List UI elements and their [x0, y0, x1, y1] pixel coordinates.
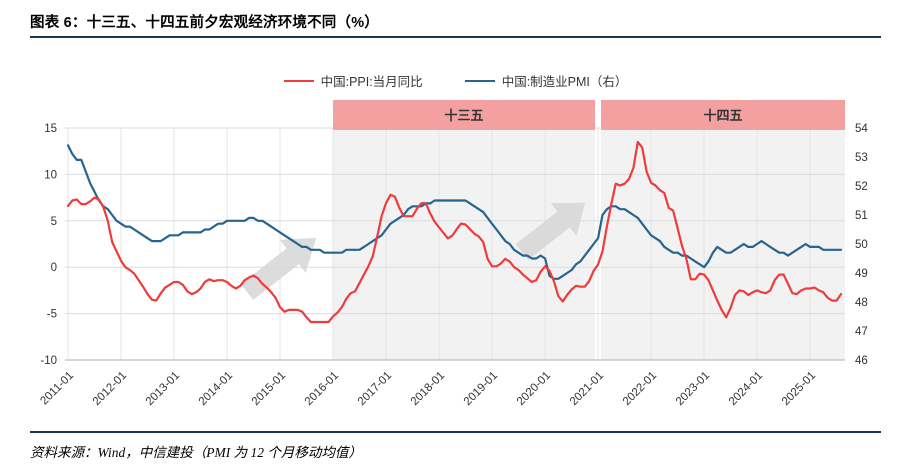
x-axis-tick: 2021-01 — [568, 370, 606, 408]
period-fill-0 — [333, 130, 596, 360]
x-axis-tick: 2019-01 — [462, 370, 500, 408]
up-right-arrow-icon — [240, 237, 317, 300]
period-banner-0 — [333, 100, 596, 130]
period-banners: 十三五 十四五 — [333, 100, 845, 130]
legend-label-ppi: 中国:PPI:当月同比 — [320, 75, 423, 89]
right-axis-tick: 52 — [855, 181, 868, 193]
right-axis-tick: 51 — [855, 210, 868, 222]
right-axis-tick: 48 — [855, 297, 868, 309]
up-right-arrow-icon — [515, 202, 586, 260]
series-lines — [66, 140, 843, 324]
x-axis-tick: 2024-01 — [727, 370, 765, 408]
figure-title: 图表 6：十三五、十四五前夕宏观经济环境不同（%） — [30, 15, 379, 31]
trend-arrows — [240, 202, 586, 300]
period-banner-label-0: 十三五 — [445, 108, 484, 123]
x-axis-tick: 2015-01 — [250, 370, 288, 408]
chart-legend: 中国:PPI:当月同比 中国:制造业PMI（右） — [0, 71, 911, 90]
x-axis-tick: 2017-01 — [356, 370, 394, 408]
right-axis-tick: 47 — [855, 326, 868, 338]
right-axis-tick: 50 — [855, 239, 868, 251]
right-axis-tick: 54 — [855, 123, 868, 135]
title-underline — [30, 36, 881, 38]
red-line-icon — [283, 79, 314, 82]
left-axis-tick: 15 — [44, 123, 57, 135]
right-axis-tick: 46 — [855, 355, 868, 367]
legend-item-pmi: 中国:制造业PMI（右） — [464, 71, 628, 90]
x-axis-tick: 2023-01 — [674, 370, 712, 408]
period-banner-1 — [601, 100, 845, 130]
right-axis-tick: 53 — [855, 152, 868, 164]
blue-line-icon — [464, 79, 495, 82]
right-axis-tick: 49 — [855, 268, 868, 280]
x-axis-tick: 2018-01 — [409, 370, 447, 408]
period-banner-label-1: 十四五 — [704, 108, 743, 123]
legend-label-pmi: 中国:制造业PMI（右） — [501, 75, 628, 89]
x-axis-tick: 2022-01 — [621, 370, 659, 408]
legend-item-ppi: 中国:PPI:当月同比 — [283, 71, 423, 90]
x-axis-tick: 2012-01 — [91, 370, 129, 408]
x-axis-tick: 2020-01 — [515, 370, 553, 408]
left-axis-tick: -5 — [47, 309, 57, 321]
x-axis-tick: 2013-01 — [144, 370, 182, 408]
series-line-0 — [66, 140, 843, 324]
x-axis-tick: 2011-01 — [38, 370, 76, 408]
series-line-1 — [66, 144, 843, 280]
left-axis-tick: 5 — [51, 216, 57, 228]
left-axis-tick: -10 — [40, 355, 57, 367]
x-axis-tick: 2016-01 — [303, 370, 341, 408]
left-axis-tick: 10 — [44, 169, 57, 181]
source-note: 资料来源：Wind，中信建投（PMI 为 12 个月移动均值） — [30, 445, 362, 460]
left-axis-tick: 0 — [51, 262, 57, 274]
x-axis-tick: 2025-01 — [780, 370, 818, 408]
x-axis-tick: 2014-01 — [197, 370, 235, 408]
source-divider — [30, 431, 881, 433]
